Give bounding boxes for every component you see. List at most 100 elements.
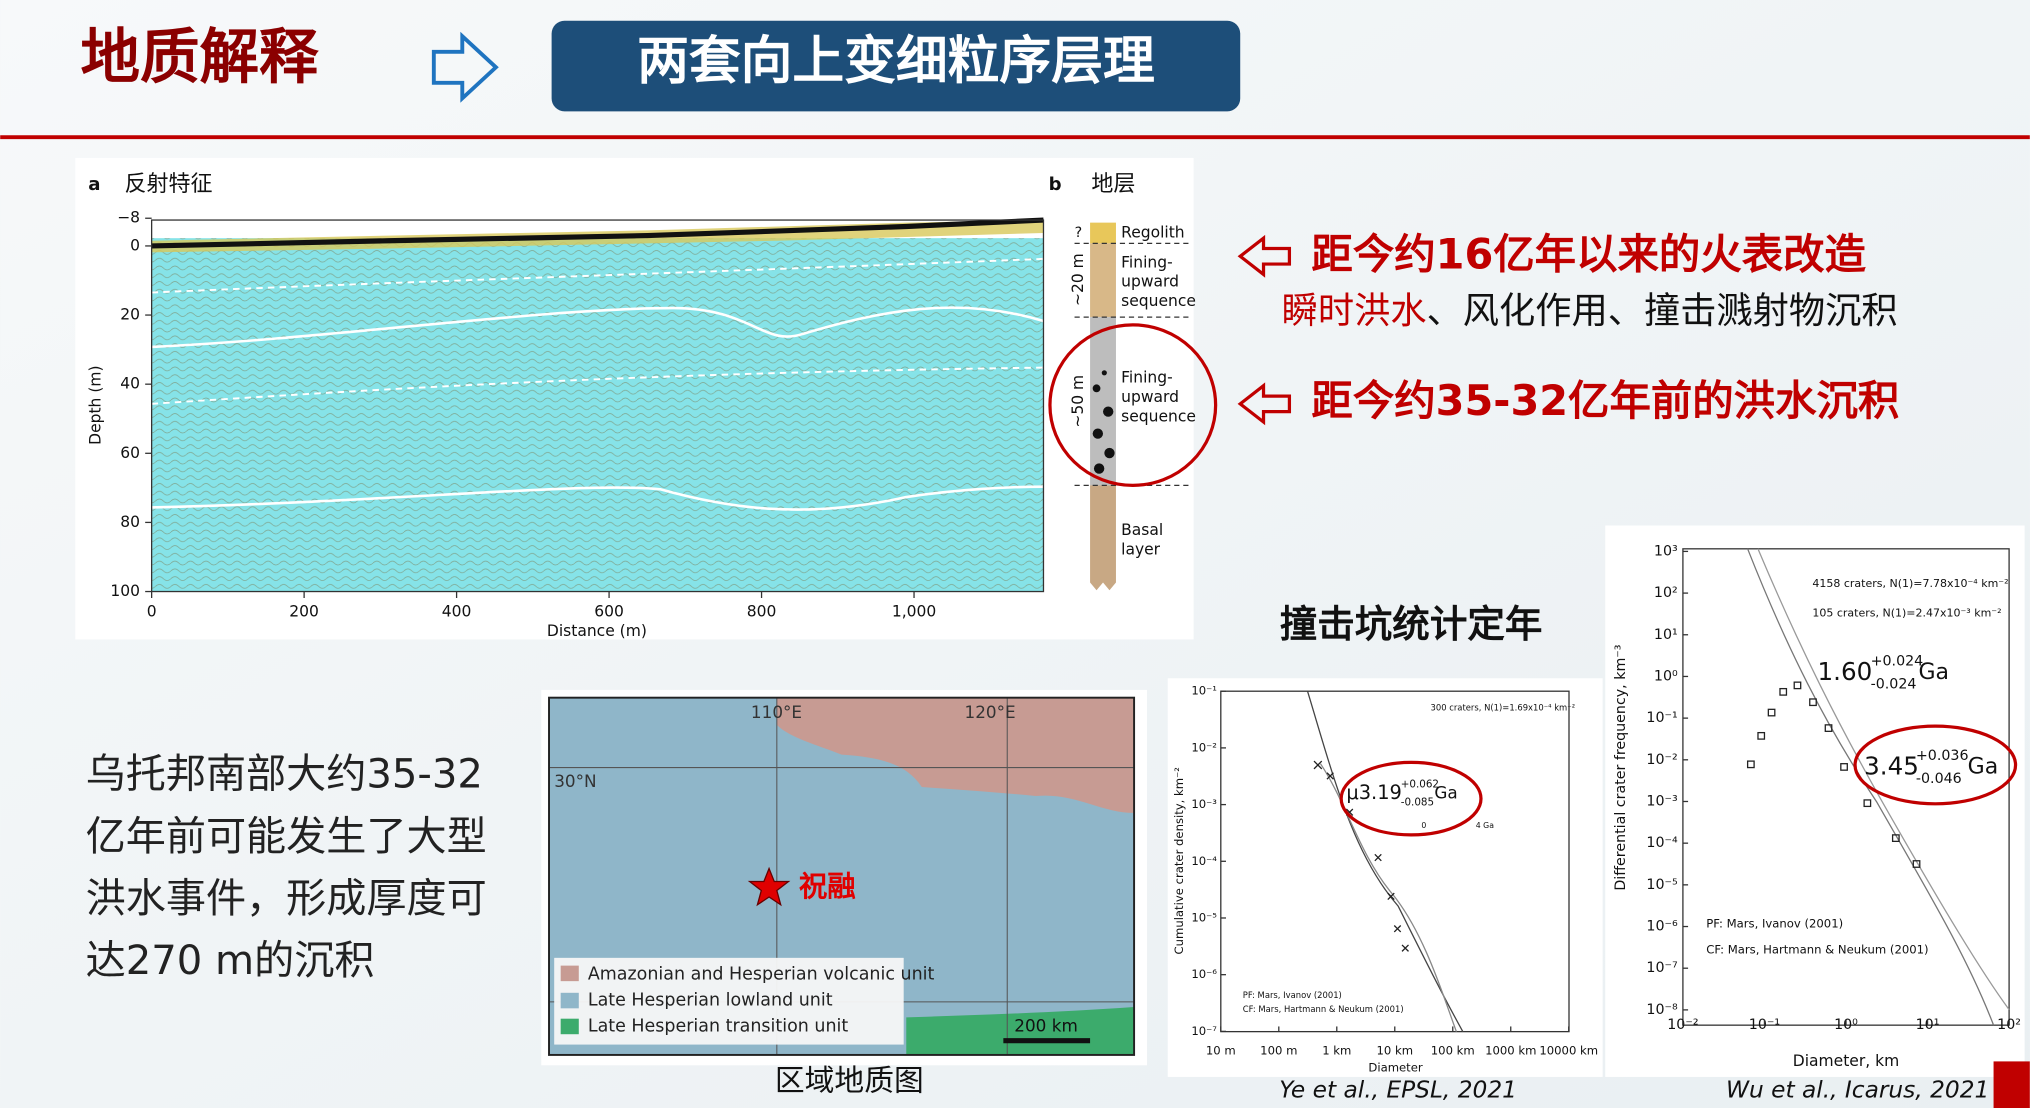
column-label: sequence xyxy=(1121,407,1196,425)
age-error: -0.046 xyxy=(1916,771,1962,787)
y-tick-label: 10⁻⁶ xyxy=(1646,919,1678,935)
note: 距今约16亿年以来的火表改造 xyxy=(1311,231,1866,279)
y-tick-label: 10⁻⁵ xyxy=(1646,877,1678,893)
y-tick-label: 80 xyxy=(120,513,140,531)
thickness-label: ~20 m xyxy=(1069,253,1087,306)
boundary-line xyxy=(151,366,1044,405)
age-label: μ3.19 xyxy=(1346,781,1402,804)
surface-line xyxy=(151,217,1044,249)
crater-points xyxy=(1313,760,1409,952)
summary-line: 达270 m的沉积 xyxy=(86,938,375,984)
map-label: 110°E xyxy=(751,702,802,722)
age-unit: Ga xyxy=(1434,782,1457,802)
y-tick-label: 10⁻² xyxy=(1191,740,1217,754)
regolith-layer xyxy=(1090,222,1116,244)
plot-note: CF: Mars, Hartmann & Neukum (2001) xyxy=(1706,943,1928,957)
y-tick-label: 10⁻⁸ xyxy=(1646,1002,1678,1018)
y-tick-label: 10⁻⁵ xyxy=(1191,910,1217,924)
citation: Ye et al., EPSL, 2021 xyxy=(1279,1077,1517,1104)
panel-label: 反射特征 xyxy=(124,172,212,197)
crater-plot-1 xyxy=(1167,678,1603,1077)
age-unit: Ga xyxy=(1968,755,1999,780)
citation: Wu et al., Icarus, 2021 xyxy=(1726,1077,1989,1104)
note: 距今约35-32亿年前的洪水沉积 xyxy=(1311,377,1899,425)
age-error: +0.062 xyxy=(1401,778,1439,790)
column-label: Basal xyxy=(1121,521,1163,539)
y-tick-label: 10⁻⁷ xyxy=(1646,960,1678,976)
x-tick-label: 100 km xyxy=(1431,1044,1475,1058)
y-tick-label: 10⁻⁴ xyxy=(1646,835,1678,851)
map-caption: 区域地质图 xyxy=(775,1064,924,1099)
age-unit: Ga xyxy=(1918,660,1949,685)
y-tick-label: 10⁻⁷ xyxy=(1191,1024,1217,1038)
scale-label: 200 km xyxy=(1014,1015,1078,1035)
y-tick-label: 10³ xyxy=(1654,543,1678,559)
y-axis-label: Differential crater frequency, km⁻³ xyxy=(1613,644,1629,890)
legend-swatch xyxy=(560,992,579,1009)
x-tick-label: 200 xyxy=(289,603,319,621)
map-label: 30°N xyxy=(554,771,596,791)
basal-layer xyxy=(1090,485,1116,591)
x-axis-label: Distance (m) xyxy=(547,622,647,640)
section-title: 撞击坑统计定年 xyxy=(1280,602,1543,646)
y-tick-label: −8 xyxy=(117,209,140,227)
x-tick-label: 10 km xyxy=(1377,1044,1414,1058)
map-legend xyxy=(554,957,904,1045)
plot-frame xyxy=(1682,548,2010,1026)
x-tick-label: 400 xyxy=(442,603,472,621)
map-label: 120°E xyxy=(965,702,1016,722)
gravel xyxy=(1092,370,1115,474)
column-label: layer xyxy=(1121,541,1161,559)
panel-label: 地层 xyxy=(1091,172,1135,197)
y-tick-label: 10⁻⁶ xyxy=(1191,967,1217,981)
age-error: -0.024 xyxy=(1871,677,1917,693)
isochron xyxy=(1757,548,2010,1011)
x-tick-label: 1000 km xyxy=(1485,1044,1536,1058)
radar-frame xyxy=(150,219,1045,593)
legend-label: 105 craters, N(1)=2.47x10⁻³ km⁻² xyxy=(1812,607,2001,620)
highlight-circle xyxy=(1853,724,2018,806)
plot-note: CF: Mars, Hartmann & Neukum (2001) xyxy=(1243,1004,1404,1014)
legend-label: 4158 craters, N(1)=7.78x10⁻⁴ km⁻² xyxy=(1812,577,2008,590)
processes-rest: 、风化作用、撞击溅射物沉积 xyxy=(1427,289,1898,332)
x-tick-label: 10000 km xyxy=(1539,1044,1598,1058)
radar-texture xyxy=(151,238,1044,592)
x-tick-label: 600 xyxy=(594,603,624,621)
banner-text: 两套向上变细粒序层理 xyxy=(637,32,1155,92)
plot-note: PF: Mars, Ivanov (2001) xyxy=(1706,917,1843,931)
y-axis-label: Depth (m) xyxy=(86,365,104,444)
column-label: Fining- xyxy=(1121,253,1173,271)
y-tick-label: 0 xyxy=(130,236,140,254)
arrow xyxy=(1237,382,1292,426)
y-tick-label: 10⁻¹ xyxy=(1191,684,1217,698)
legend-label: Amazonian and Hesperian volcanic unit xyxy=(588,965,935,985)
y-tick-label: 10⁻³ xyxy=(1646,793,1677,809)
lower-layer xyxy=(1090,317,1116,486)
arrow xyxy=(431,31,499,103)
highlight-circle xyxy=(1339,760,1483,837)
processes: 瞬时洪水、风化作用、撞击溅射物沉积 xyxy=(1282,289,1898,332)
landing-star xyxy=(747,866,791,907)
corner-tab xyxy=(1993,1061,2030,1108)
banner xyxy=(551,20,1241,112)
age-label: 3.45 xyxy=(1864,752,1919,781)
y-tick-label: 10² xyxy=(1654,585,1678,601)
column-label: Regolith xyxy=(1121,223,1185,241)
highlight-circle xyxy=(1048,323,1218,488)
legend-label: 300 craters, N(1)=1.69x10⁻⁴ km⁻² xyxy=(1431,703,1576,713)
y-tick-label: 20 xyxy=(120,306,140,324)
x-axis-label: Diameter, km xyxy=(1793,1052,1899,1070)
arrow xyxy=(1237,234,1292,278)
x-tick-label: 10 m xyxy=(1206,1044,1236,1058)
y-axis-label: Cumulative crater density, km⁻² xyxy=(1172,767,1186,954)
y-tick-label: 40 xyxy=(120,375,140,393)
column-label: sequence xyxy=(1121,292,1196,310)
legend-swatch xyxy=(560,965,579,982)
y-tick-label: 10¹ xyxy=(1654,627,1678,643)
age-error: +0.024 xyxy=(1871,653,1924,669)
boundary-line xyxy=(151,485,1044,511)
x-tick-label: 1,000 xyxy=(892,603,936,621)
x-tick-label: 100 m xyxy=(1260,1044,1297,1058)
inset-tick: 0 xyxy=(1421,821,1426,830)
